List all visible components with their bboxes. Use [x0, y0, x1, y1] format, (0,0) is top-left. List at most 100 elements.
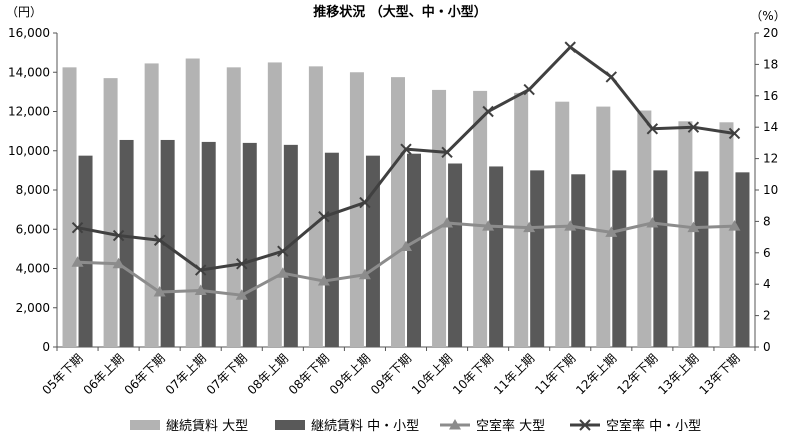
bar-series-1	[407, 153, 421, 347]
point-mark	[194, 264, 207, 276]
point-mark	[564, 41, 576, 53]
x-category-label: 08年上期	[245, 351, 291, 397]
point-mark	[728, 127, 741, 140]
bar-series-0	[719, 122, 734, 347]
x-category-label: 12年下期	[614, 351, 660, 397]
x-category-label: 08年下期	[286, 351, 332, 397]
y-right-tick-label: 10	[763, 183, 778, 197]
point-series-2	[112, 257, 125, 269]
bar-series-0	[514, 92, 529, 347]
point-mark	[71, 221, 84, 234]
bar-series-0	[555, 101, 570, 347]
point-mark	[441, 146, 453, 159]
bar-series-1	[612, 170, 627, 347]
point-series-2	[235, 289, 248, 300]
point-series-3	[523, 83, 535, 96]
point-series-3	[71, 221, 84, 234]
x-category-label: 09年下期	[368, 351, 414, 397]
bar-series-0	[637, 110, 652, 347]
point-series-3	[277, 245, 289, 257]
point-series-3	[728, 127, 741, 140]
y-left-tick-label: 2,000	[16, 301, 50, 315]
point-series-2	[71, 256, 84, 267]
x-category-label: 07年下期	[204, 351, 250, 397]
bar-series-0	[349, 72, 364, 347]
legend-label-2: 空室率 大型	[476, 418, 545, 434]
x-category-label: 10年上期	[409, 351, 455, 397]
point-series-2	[523, 221, 536, 233]
y-left-tick-label: 4,000	[16, 262, 50, 276]
x-category-label: 06年下期	[122, 351, 168, 397]
point-series-3	[441, 146, 453, 159]
point-series-2	[482, 220, 495, 231]
point-series-2	[358, 268, 371, 280]
y-right-tick-label: 0	[763, 340, 771, 354]
point-series-2	[276, 267, 289, 278]
x-category-label: 13年上期	[655, 351, 701, 397]
chart-title: 推移状況 （大型、中・小型）	[313, 4, 487, 20]
bar-series-0	[62, 67, 77, 347]
y-left-tick-label: 8,000	[16, 183, 50, 197]
y-right-tick-label: 14	[763, 120, 778, 134]
bar-series-1	[530, 170, 545, 347]
bar-series-1	[653, 170, 668, 347]
legend-swatch-1	[275, 420, 305, 430]
bar-series-0	[103, 78, 118, 347]
bar-series-1	[448, 163, 463, 347]
point-series-3	[687, 121, 700, 133]
y-left-tick-label: 16,000	[8, 26, 50, 40]
y-right-tick-label: 6	[763, 246, 771, 260]
bar-series-0	[473, 90, 488, 348]
point-mark	[277, 245, 289, 257]
bar-series-0	[144, 63, 159, 347]
bar-series-1	[78, 155, 93, 347]
y-right-unit-label: （%）	[750, 9, 785, 23]
y-left-tick-label: 12,000	[8, 105, 50, 119]
x-category-label: 09年上期	[327, 351, 373, 397]
legend: 継続賃料 大型 継続賃料 中・小型 空室率 大型 空室率 中・小型	[130, 418, 701, 434]
point-series-2	[317, 275, 330, 286]
point-series-3	[482, 105, 494, 118]
line-series-3	[77, 45, 735, 272]
bar-series-0	[267, 62, 282, 347]
point-mark	[687, 121, 700, 133]
y-right-tick-label: 12	[763, 152, 778, 166]
y-right-tick-label: 16	[763, 89, 778, 103]
x-category-label: 11年上期	[491, 351, 537, 397]
point-series-3	[153, 234, 166, 246]
bar-series-0	[678, 121, 693, 347]
bar-series-1	[735, 172, 750, 347]
y-left-tick-label: 6,000	[16, 222, 50, 236]
bar-series-0	[432, 89, 447, 347]
bar-series-1	[119, 139, 134, 347]
y-right-tick-label: 8	[763, 214, 771, 228]
point-series-3	[564, 41, 576, 53]
point-series-2	[400, 240, 412, 252]
point-series-2	[605, 226, 618, 237]
y-right-tick-label: 4	[763, 277, 771, 291]
legend-marker-3	[579, 419, 591, 431]
bar-series-0	[308, 66, 323, 348]
x-category-label: 13年下期	[696, 351, 742, 397]
bar-series-0	[391, 77, 405, 347]
point-mark	[318, 210, 330, 223]
legend-label-1: 継続賃料 中・小型	[311, 419, 419, 434]
legend-swatch-0	[130, 420, 160, 430]
x-category-label: 12年上期	[573, 351, 619, 397]
bar-series-1	[365, 155, 380, 347]
x-category-label: 10年下期	[450, 351, 496, 397]
bar-series-1	[242, 142, 257, 347]
bar-series-1	[489, 166, 504, 347]
legend-marker-2	[449, 419, 461, 430]
bar-series-0	[226, 67, 241, 347]
x-category-label: 07年上期	[163, 351, 209, 397]
x-category-label: 05年下期	[39, 351, 85, 397]
point-mark	[359, 196, 371, 209]
point-series-2	[194, 284, 207, 295]
y-left-tick-label: 0	[42, 340, 50, 354]
point-series-2	[646, 216, 659, 228]
point-series-3	[605, 71, 618, 83]
point-mark	[400, 143, 412, 155]
point-series-3	[318, 210, 330, 223]
